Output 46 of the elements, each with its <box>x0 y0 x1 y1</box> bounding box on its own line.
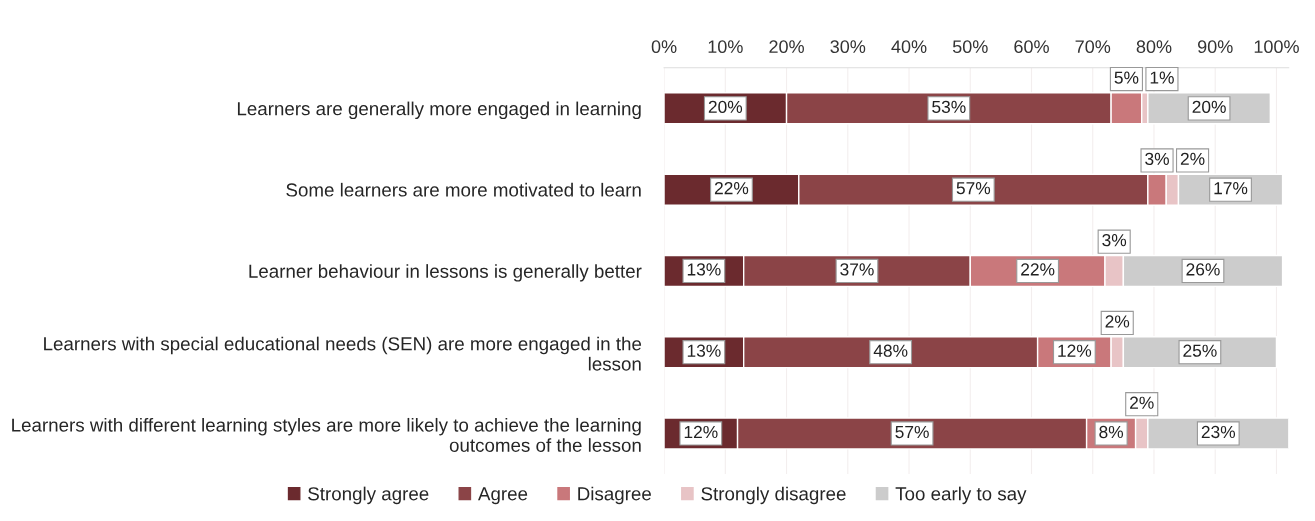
legend-label: Agree <box>478 487 528 505</box>
x-tick-label: 30% <box>830 40 866 54</box>
x-tick-label: 90% <box>1197 40 1233 54</box>
data-label: 2% <box>1130 396 1154 409</box>
data-label: 1% <box>1150 71 1174 84</box>
data-label: 2% <box>1180 152 1205 165</box>
legend-label: Disagree <box>578 486 651 505</box>
data-label: 26% <box>1186 263 1220 276</box>
data-label: 23% <box>1201 425 1236 439</box>
legend-label: Strongly agree <box>308 486 429 505</box>
data-label: 3% <box>1145 152 1169 166</box>
data-label: 57% <box>895 425 929 439</box>
data-label: 22% <box>714 182 749 195</box>
y-tick-label: Learners with special educational needs (SEN) are more engaged in the lesson <box>44 336 642 371</box>
x-tick-label: 100% <box>1254 40 1299 54</box>
x-tick-label: 50% <box>952 40 988 54</box>
data-label: 3% <box>1102 234 1127 247</box>
data-label: 48% <box>873 344 908 357</box>
data-label: 53% <box>932 100 966 114</box>
x-tick-label: 10% <box>708 40 743 54</box>
x-tick-label: 80% <box>1136 40 1172 54</box>
data-label: 13% <box>687 263 721 276</box>
data-label: 5% <box>1114 71 1139 84</box>
data-label: 8% <box>1099 425 1124 439</box>
x-tick-label: 40% <box>891 40 927 54</box>
data-label: 25% <box>1183 344 1217 357</box>
data-label: 20% <box>1192 100 1226 114</box>
legend-label: Strongly disagree <box>701 486 846 505</box>
y-tick-label: Learner behaviour in lessons is generally better <box>249 264 642 282</box>
x-tick-label: 60% <box>1014 40 1049 54</box>
x-tick-label: 70% <box>1075 40 1111 54</box>
data-label: 2% <box>1105 315 1130 328</box>
data-label: 57% <box>956 182 991 195</box>
data-label: 20% <box>708 100 743 114</box>
y-tick-label: Some learners are more motivated to learn <box>286 182 641 197</box>
data-label: 13% <box>687 344 721 357</box>
data-label: 12% <box>1058 344 1092 357</box>
y-tick-label: Learners with different learning styles are more likely to achieve the learning outcomes of the lesson <box>12 417 641 452</box>
data-label: 37% <box>840 263 874 276</box>
y-tick-label: Learners are generally more engaged in learning <box>237 101 641 120</box>
data-label: 17% <box>1214 182 1248 195</box>
x-tick-label: 20% <box>769 40 804 54</box>
legend-label: Too early to say <box>895 486 1027 505</box>
data-label: 22% <box>1021 263 1055 276</box>
data-label: 12% <box>684 425 718 439</box>
x-tick-label: 0% <box>651 40 677 54</box>
